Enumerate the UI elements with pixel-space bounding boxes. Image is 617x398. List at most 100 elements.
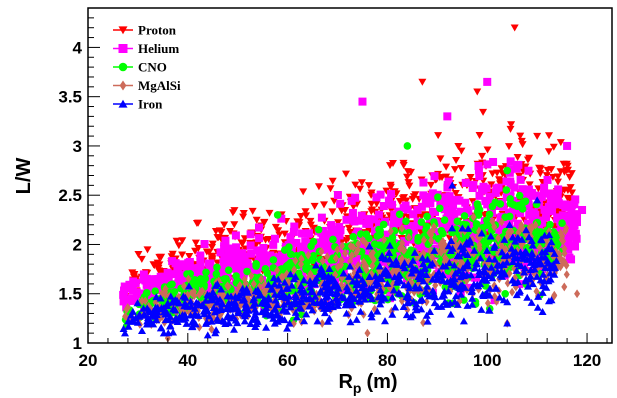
data-point: [208, 252, 217, 260]
data-point: [246, 320, 255, 328]
data-point: [442, 173, 451, 181]
data-point: [483, 200, 492, 209]
data-point: [562, 160, 571, 168]
legend-item-proton: Proton: [113, 23, 177, 38]
data-point: [567, 170, 576, 178]
data-point: [216, 248, 225, 257]
data-point: [355, 268, 362, 278]
legend-marker: [118, 44, 128, 53]
data-point: [262, 323, 271, 331]
data-point: [524, 200, 533, 209]
data-point: [559, 231, 566, 241]
data-point: [541, 264, 550, 272]
data-point: [470, 212, 477, 222]
data-point: [249, 294, 258, 302]
data-point: [534, 292, 543, 300]
data-point: [261, 286, 268, 296]
data-point: [269, 274, 278, 282]
data-point: [353, 248, 360, 258]
data-point: [529, 223, 536, 232]
data-point: [239, 213, 248, 221]
data-point: [445, 258, 454, 266]
data-point: [465, 236, 474, 244]
data-point: [217, 303, 226, 311]
data-point: [374, 280, 383, 288]
data-point: [202, 319, 211, 327]
data-point: [496, 226, 505, 235]
data-point: [283, 324, 292, 332]
data-point: [500, 235, 509, 243]
data-point: [506, 195, 515, 203]
data-point: [342, 309, 351, 317]
data-point: [273, 317, 282, 325]
legend-label: MgAlSi: [138, 78, 181, 93]
data-point: [423, 255, 432, 263]
data-point: [490, 243, 499, 251]
legend-label: Proton: [138, 23, 177, 38]
data-point: [318, 247, 325, 256]
data-point: [473, 280, 482, 288]
data-point: [527, 237, 536, 245]
data-point: [334, 245, 341, 255]
data-point: [357, 179, 366, 187]
data-point: [223, 292, 232, 300]
data-point: [320, 309, 329, 317]
data-point: [382, 187, 391, 195]
data-point: [232, 243, 241, 252]
data-point: [249, 301, 258, 309]
data-point: [139, 310, 148, 318]
data-point: [324, 252, 331, 261]
data-point: [407, 269, 416, 277]
data-point: [430, 246, 439, 254]
data-point: [319, 256, 326, 266]
data-point: [301, 208, 310, 216]
data-point: [419, 178, 428, 187]
data-point: [246, 230, 255, 239]
data-point: [280, 278, 289, 286]
data-point: [196, 258, 205, 267]
data-point: [171, 306, 180, 314]
data-point: [521, 264, 530, 272]
data-point: [320, 279, 329, 287]
data-point: [442, 163, 451, 171]
data-point: [217, 285, 226, 293]
data-point: [298, 229, 307, 238]
data-point: [156, 294, 165, 302]
data-point: [353, 270, 362, 278]
data-point: [409, 210, 418, 219]
legend-item-mgalsi: MgAlSi: [113, 78, 181, 93]
data-point: [492, 201, 501, 210]
data-point: [524, 166, 533, 175]
data-point: [344, 298, 353, 306]
data-point: [431, 293, 440, 301]
x-tick-label: 40: [178, 351, 197, 370]
data-point: [237, 239, 246, 247]
data-point: [445, 234, 454, 242]
data-point: [549, 143, 558, 151]
legend-label: CNO: [138, 60, 167, 75]
data-point: [407, 222, 416, 231]
data-point: [252, 308, 261, 316]
data-point: [419, 191, 428, 200]
data-point: [173, 280, 182, 289]
data-point: [423, 297, 430, 307]
data-point: [191, 291, 198, 301]
data-point: [169, 328, 178, 336]
data-point: [553, 173, 562, 181]
data-point: [518, 240, 525, 250]
data-point: [292, 238, 301, 247]
data-point: [303, 257, 312, 265]
data-point: [365, 234, 373, 243]
data-point: [208, 288, 217, 296]
data-point: [295, 291, 302, 301]
y-axis-title: L/W: [13, 158, 35, 195]
data-point: [526, 272, 535, 280]
data-point: [231, 303, 240, 311]
data-point: [309, 298, 318, 306]
data-point: [426, 228, 433, 238]
data-point: [133, 318, 142, 326]
data-point: [138, 296, 145, 306]
data-point: [461, 178, 470, 187]
data-point: [418, 254, 427, 262]
data-point: [450, 166, 459, 174]
